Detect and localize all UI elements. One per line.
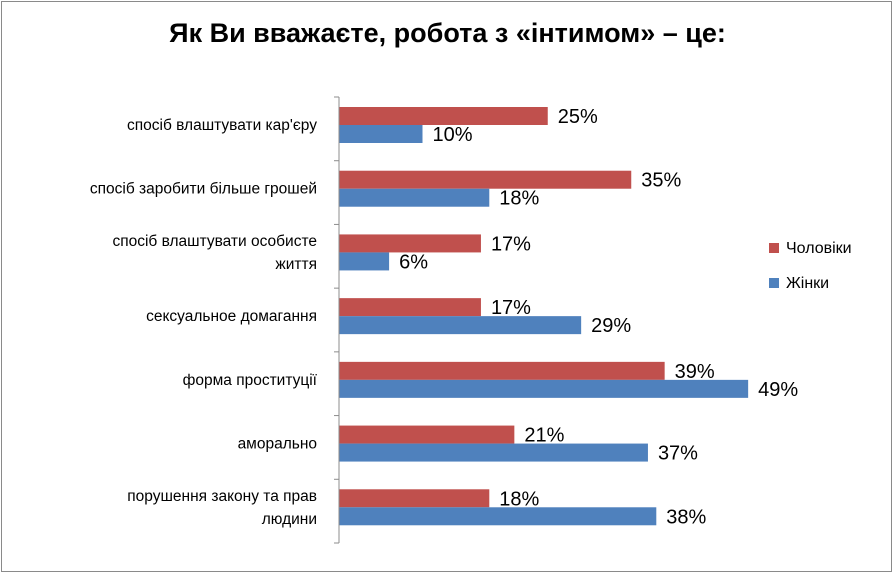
bars-group xyxy=(339,107,749,526)
legend: Чоловіки Жінки xyxy=(769,240,852,292)
bar-women-4 xyxy=(339,379,749,398)
bar-men-4 xyxy=(339,361,665,380)
legend-label: Жінки xyxy=(786,275,829,292)
value-label: 6% xyxy=(399,251,428,273)
value-label: 35% xyxy=(641,170,681,192)
bar-men-5 xyxy=(339,425,515,444)
bar-women-3 xyxy=(339,316,582,335)
value-label: 25% xyxy=(558,106,598,128)
bar-women-1 xyxy=(339,188,490,207)
value-label: 21% xyxy=(524,425,564,447)
category-label: сексуальное домагання xyxy=(146,308,317,325)
legend-swatch xyxy=(769,243,779,253)
bar-women-2 xyxy=(339,252,390,271)
chart-title: Як Ви вважаєте, робота з «інтимом» – це: xyxy=(169,18,726,48)
bar-men-0 xyxy=(339,107,548,125)
category-label: форма проституції xyxy=(183,372,318,389)
category-label: порушення закону та прав людини xyxy=(127,488,317,528)
bar-men-6 xyxy=(339,489,490,508)
legend-label: Чоловіки xyxy=(786,240,852,257)
value-label: 49% xyxy=(758,379,798,401)
category-label: спосіб влаштувати особисте життя xyxy=(112,233,317,273)
category-labels-group: спосіб влаштувати кар'єру спосіб заробити… xyxy=(90,117,318,528)
value-label: 10% xyxy=(433,124,473,146)
bar-women-0 xyxy=(339,125,423,143)
bar-women-6 xyxy=(339,507,657,526)
value-label: 17% xyxy=(491,233,531,255)
category-label: аморально xyxy=(238,436,317,453)
category-axis-ticks xyxy=(334,96,339,544)
value-label: 29% xyxy=(591,315,631,337)
value-label: 17% xyxy=(491,297,531,319)
value-label: 18% xyxy=(499,188,539,210)
legend-swatch xyxy=(769,278,779,288)
bar-men-1 xyxy=(339,170,632,189)
value-label: 39% xyxy=(675,361,715,383)
value-label: 38% xyxy=(666,506,706,528)
category-label: спосіб влаштувати кар'єру xyxy=(127,117,317,134)
value-label: 37% xyxy=(658,443,698,465)
category-label: спосіб заробити більше грошей xyxy=(90,181,317,198)
bar-men-3 xyxy=(339,298,481,317)
bar-women-5 xyxy=(339,443,648,462)
bar-men-2 xyxy=(339,234,481,253)
value-label: 18% xyxy=(499,488,539,510)
value-labels-group: 25% 10% 35% 18% 17% 6% 17% 29% 39% 49% 21% 37% 18% 38… xyxy=(399,106,798,528)
